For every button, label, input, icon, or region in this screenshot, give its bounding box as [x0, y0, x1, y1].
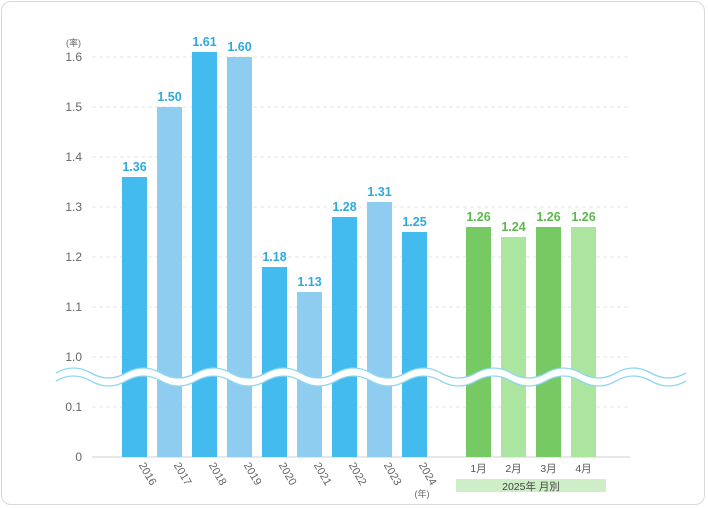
y-tick-label: 1.1	[65, 300, 82, 314]
bar-monthly	[536, 227, 561, 457]
x-tick-label: 2019	[241, 461, 264, 488]
value-label: 1.50	[157, 90, 181, 104]
y-tick-label: 1.0	[65, 350, 82, 364]
value-label: 1.26	[571, 210, 595, 224]
bar-monthly	[501, 237, 526, 457]
y-axis-labels: 0 0.1 1.0 1.1 1.2 1.3 1.4 1.5 1.6	[65, 50, 82, 464]
y-tick-label: 1.5	[65, 100, 82, 114]
bar-annual	[367, 202, 392, 457]
value-label: 1.26	[536, 210, 560, 224]
x-tick-label: 2021	[311, 461, 334, 488]
value-label: 1.24	[501, 220, 525, 234]
y-tick-label: 1.6	[65, 50, 82, 64]
value-label: 1.25	[402, 215, 426, 229]
x-unit-label: (年)	[415, 488, 430, 499]
break-band	[54, 368, 688, 386]
monthly-group-background	[456, 479, 606, 492]
x-tick-label: 2017	[171, 461, 194, 488]
x-tick-label: 3月	[540, 463, 556, 475]
axis-break	[54, 367, 688, 387]
y-tick-label: 1.3	[65, 200, 82, 214]
y-tick-label: 1.2	[65, 250, 82, 264]
bar-annual	[157, 107, 182, 457]
x-tick-label: 2024	[416, 461, 439, 488]
value-labels: 1.36 1.50 1.61 1.60 1.18 1.13 1.28 1.31 1.25 1.26…	[122, 35, 595, 289]
value-label: 1.13	[297, 275, 321, 289]
y-unit-label: (率)	[66, 37, 81, 48]
x-tick-label: 1月	[470, 463, 486, 475]
break-wave-top	[55, 367, 687, 379]
x-tick-label: 2023	[381, 461, 404, 488]
bar-annual	[332, 217, 357, 457]
x-tick-label: 2022	[346, 461, 369, 488]
bars	[122, 52, 596, 457]
y-tick-label: 0	[75, 450, 82, 464]
bar-annual	[262, 267, 287, 457]
y-tick-label: 1.4	[65, 150, 82, 164]
x-tick-label: 2020	[276, 461, 299, 488]
x-tick-label: 2016	[136, 461, 159, 488]
bar-annual	[227, 57, 252, 457]
bar-monthly	[571, 227, 596, 457]
value-label: 1.36	[122, 160, 146, 174]
x-tick-label: 2月	[505, 463, 521, 475]
bar-annual	[122, 177, 147, 457]
value-label: 1.26	[466, 210, 490, 224]
value-label: 1.61	[192, 35, 216, 49]
y-tick-label: 0.1	[65, 400, 82, 414]
value-label: 1.18	[262, 250, 286, 264]
x-tick-label: 2018	[206, 461, 229, 488]
value-label: 1.31	[367, 185, 391, 199]
value-label: 1.60	[227, 40, 251, 54]
bar-annual	[402, 232, 427, 457]
bar-monthly	[466, 227, 491, 457]
monthly-group-label: 2025年 月別	[502, 480, 560, 493]
x-tick-label: 4月	[575, 463, 591, 475]
value-label: 1.28	[332, 200, 356, 214]
break-wave-bottom	[55, 375, 687, 387]
bar-annual	[192, 52, 217, 457]
